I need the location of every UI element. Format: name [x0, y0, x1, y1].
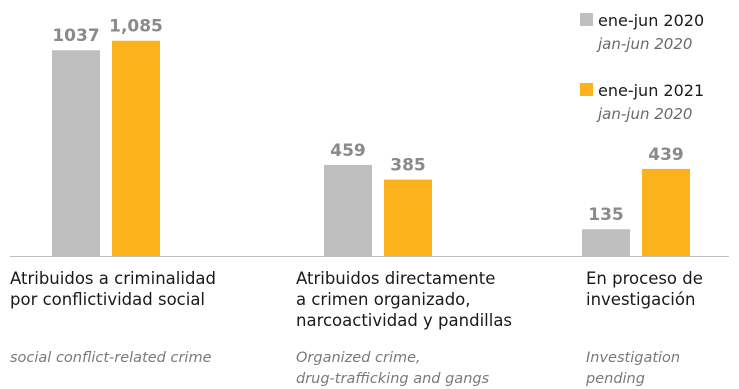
category-labels-layer: Atribuidos a criminalidad por conflictivi…: [10, 269, 703, 387]
category-english-0-line-0: social conflict-related crime: [10, 350, 212, 366]
value-label-series-1-cat-2: 439: [648, 145, 684, 165]
bar-series-1-cat-2: [642, 168, 690, 256]
category-label-1-line-1: a crimen organizado,: [296, 290, 471, 309]
legend-swatch-1: [580, 83, 593, 96]
legend-label-1: ene-jun 2021: [598, 81, 704, 100]
bars-layer: [52, 40, 690, 256]
category-english-1-line-0: Organized crime,: [296, 350, 421, 366]
category-label-2-line-1: investigación: [586, 290, 695, 309]
category-label-1-line-0: Atribuidos directamente: [296, 269, 495, 288]
value-labels-layer: 1037 459 135 1,085 385 439: [52, 17, 683, 225]
category-english-2-line-0: Investigation: [586, 350, 680, 366]
value-label-series-1-cat-0: 1,085: [109, 17, 163, 37]
bar-series-1-cat-0: [112, 40, 160, 256]
bar-series-0-cat-2: [582, 229, 630, 256]
legend-label-english-1: jan-jun 2020: [596, 105, 692, 123]
bar-series-0-cat-0: [52, 50, 100, 256]
category-label-0-line-0: Atribuidos a criminalidad: [10, 269, 216, 288]
category-label-2-line-0: En proceso de: [586, 269, 703, 288]
legend-label-english-0: jan-jun 2020: [596, 35, 692, 53]
legend: ene-jun 2020 jan-jun 2020 ene-jun 2021 jan-…: [580, 11, 704, 123]
bar-series-1-cat-1: [384, 179, 432, 256]
value-label-series-0-cat-2: 135: [588, 205, 624, 225]
category-label-1-line-2: narcoactividad y pandillas: [296, 311, 512, 330]
category-english-1-line-1: drug-trafficking and gangs: [296, 371, 490, 387]
bar-series-0-cat-1: [324, 164, 372, 256]
category-english-2-line-1: pending: [585, 371, 645, 387]
value-label-series-0-cat-1: 459: [330, 141, 366, 161]
value-label-series-1-cat-1: 385: [390, 156, 426, 176]
value-label-series-0-cat-0: 1037: [52, 26, 99, 46]
legend-label-0: ene-jun 2020: [598, 11, 704, 30]
category-label-0-line-1: por conflictividad social: [10, 290, 205, 309]
legend-swatch-0: [580, 13, 593, 26]
